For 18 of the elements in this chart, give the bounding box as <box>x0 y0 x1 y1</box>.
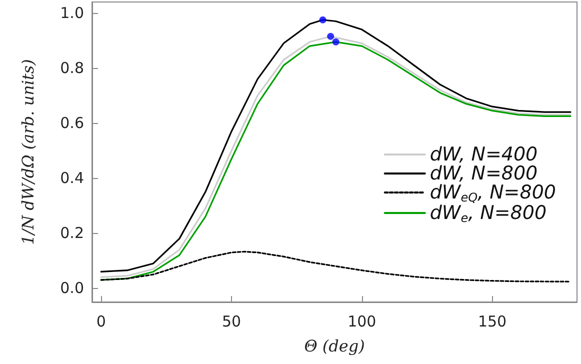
x-tick-label: 100 <box>348 312 376 330</box>
y-tick-label: 0.0 <box>60 279 84 298</box>
x-axis-title: Θ (deg) <box>304 336 365 356</box>
point <box>327 32 334 40</box>
point <box>332 38 340 46</box>
x-tick-label: 150 <box>478 312 507 330</box>
y-axis-title: 1/N dW/dΩ (arb. units) <box>18 59 38 245</box>
y-tick-label: 1.0 <box>60 4 84 22</box>
legend-label: dW, N=400 <box>430 144 538 166</box>
legend-label: dW, N=800 <box>430 162 538 184</box>
line-series <box>100 250 572 282</box>
y-tick-label: 0.4 <box>60 169 84 188</box>
x-tick-label: 0 <box>96 312 106 330</box>
y-tick-label: 0.6 <box>60 114 84 132</box>
x-tick-label: 50 <box>222 312 242 330</box>
y-tick-label: 0.8 <box>60 59 84 78</box>
y-tick-label: 0.2 <box>60 224 84 242</box>
point <box>319 16 326 24</box>
